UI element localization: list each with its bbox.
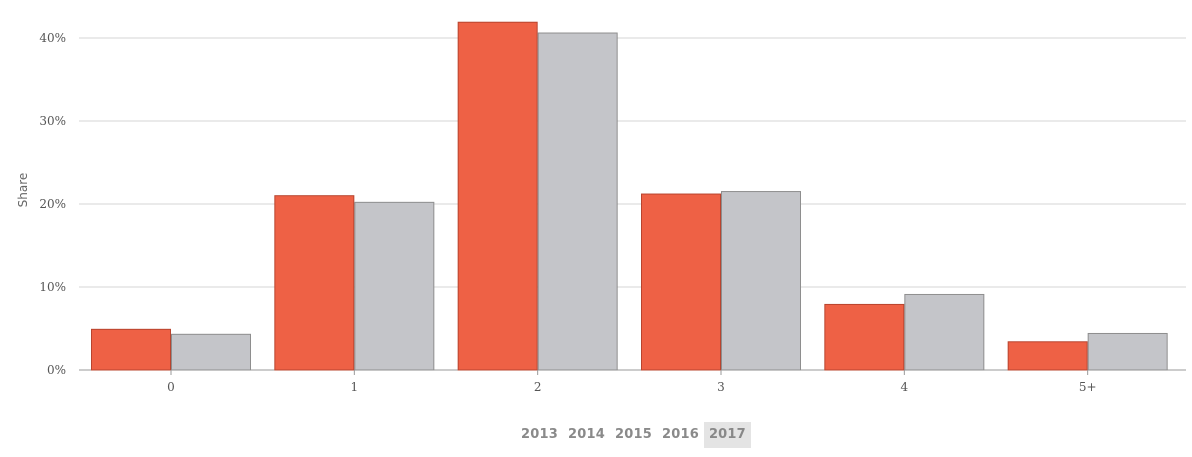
bar-4-series-1[interactable] bbox=[824, 303, 905, 371]
y-tick-label: 0% bbox=[47, 363, 66, 377]
bar-3-series-2[interactable] bbox=[721, 191, 801, 371]
bar-2-series-1[interactable] bbox=[457, 21, 538, 371]
bar-5plus-series-2[interactable] bbox=[1087, 332, 1168, 371]
bar-0-series-1[interactable] bbox=[91, 328, 171, 371]
year-button-2015[interactable]: 2015 bbox=[614, 427, 652, 442]
x-axis-ticks: 0 1 2 3 4 5+ bbox=[167, 370, 1097, 394]
y-tick-label: 30% bbox=[39, 114, 66, 128]
bar-3-series-1[interactable] bbox=[641, 193, 721, 371]
y-tick-label: 10% bbox=[39, 280, 66, 294]
chart: Share 0% 10% 20% 30% 40% 0 1 2 3 4 5+ bbox=[16, 21, 1186, 394]
year-button-2013[interactable]: 2013 bbox=[521, 427, 558, 442]
x-tick-label: 4 bbox=[901, 380, 909, 394]
bar-4-series-2[interactable] bbox=[904, 293, 985, 371]
bars bbox=[91, 21, 1168, 371]
x-tick-label: 1 bbox=[351, 380, 359, 394]
y-axis-ticks: 0% 10% 20% 30% 40% bbox=[39, 31, 66, 377]
bar-2-series-2[interactable] bbox=[537, 32, 618, 371]
bar-0-series-2[interactable] bbox=[171, 333, 251, 371]
bar-1-series-1[interactable] bbox=[274, 195, 355, 371]
x-tick-label: 5+ bbox=[1079, 380, 1097, 394]
year-button-2016[interactable]: 2016 bbox=[661, 427, 699, 442]
x-tick-label: 0 bbox=[167, 380, 175, 394]
bar-1-series-2[interactable] bbox=[354, 201, 435, 371]
y-axis-label: Share bbox=[16, 173, 30, 208]
y-tick-label: 20% bbox=[39, 197, 66, 211]
y-tick-label: 40% bbox=[39, 31, 66, 45]
x-tick-label: 2 bbox=[534, 380, 542, 394]
x-tick-label: 3 bbox=[717, 380, 725, 394]
year-button-2014[interactable]: 2014 bbox=[567, 427, 605, 442]
year-button-2017[interactable]: 2017 bbox=[703, 422, 751, 448]
bar-5plus-series-1[interactable] bbox=[1007, 341, 1088, 371]
year-selector: 2013 2014 2015 2016 2017 bbox=[516, 422, 751, 448]
gridlines bbox=[79, 37, 1186, 371]
